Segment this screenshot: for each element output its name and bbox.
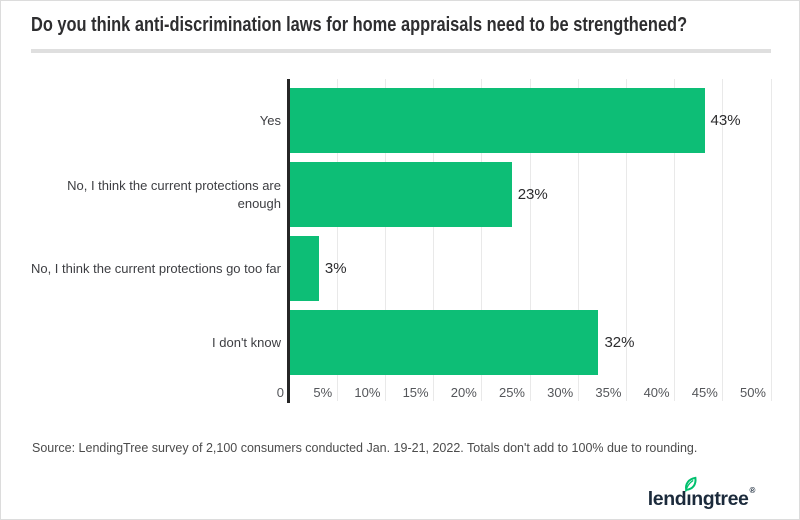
registered-trademark: ® xyxy=(749,486,756,495)
gridline xyxy=(770,79,772,401)
title-divider xyxy=(31,49,771,53)
gridline xyxy=(674,79,676,401)
category-label: Yes xyxy=(259,112,281,128)
gridline xyxy=(481,79,483,401)
source-note: Source: LendingTree survey of 2,100 cons… xyxy=(32,441,698,455)
x-tick-label: 15% xyxy=(402,385,429,400)
x-tick-label: 45% xyxy=(691,385,718,400)
bar xyxy=(290,162,512,227)
category-axis-labels: Yes No, I think the current protections a… xyxy=(21,79,281,401)
x-tick-label: 50% xyxy=(739,385,766,400)
category-label: No, I think the current protections are … xyxy=(67,177,281,211)
bar xyxy=(290,236,319,301)
x-tick-label: 40% xyxy=(643,385,670,400)
x-tick-label: 25% xyxy=(498,385,525,400)
plot-area: 43% 23% 3% 32% 0 5% 10% 15% 20% 25% 30% 35% 40% 45% 50… xyxy=(277,79,772,403)
chart-title: Do you think anti-discrimination laws fo… xyxy=(31,14,688,36)
x-tick-label: 0 xyxy=(276,385,284,400)
gridline xyxy=(336,79,338,401)
bar-value-label: 43% xyxy=(710,112,741,129)
lendingtree-logo: lendıngtree® xyxy=(647,476,755,510)
gridline xyxy=(384,79,386,401)
gridline xyxy=(529,79,531,401)
gridline xyxy=(433,79,435,401)
leaf-icon xyxy=(683,476,698,498)
bar-value-label: 3% xyxy=(324,260,347,277)
logo-text-part1: lend xyxy=(647,488,687,510)
category-label: I don't know xyxy=(212,334,281,350)
bar-value-label: 23% xyxy=(517,186,548,203)
x-tick-label: 30% xyxy=(547,385,574,400)
bar xyxy=(290,88,705,153)
bar-value-label: 32% xyxy=(604,334,635,351)
gridline xyxy=(625,79,627,401)
x-tick-label: 10% xyxy=(354,385,381,400)
logo-text-part2: ngtree xyxy=(691,488,749,510)
x-tick-label: 35% xyxy=(595,385,622,400)
x-tick-label: 20% xyxy=(450,385,477,400)
logo-text-dotless-i: ı xyxy=(686,488,692,510)
gridline xyxy=(722,79,724,401)
x-tick-label: 5% xyxy=(313,385,333,400)
gridline xyxy=(577,79,579,401)
bar xyxy=(290,310,599,375)
category-label: No, I think the current protections go t… xyxy=(30,260,281,276)
y-axis-line xyxy=(287,79,290,403)
